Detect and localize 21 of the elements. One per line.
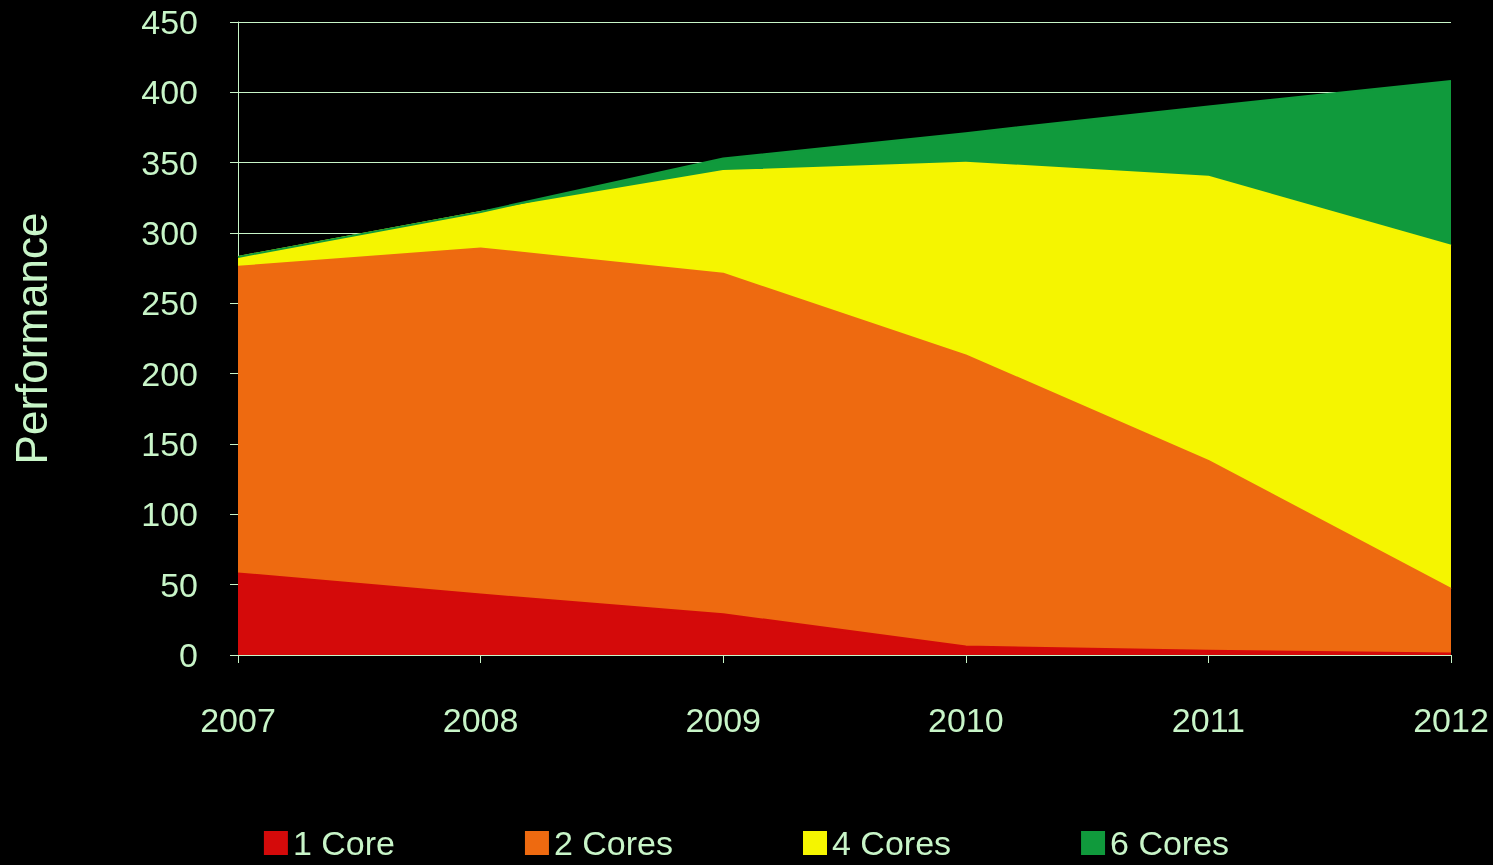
x-tick-label: 2008 [442,701,519,739]
legend-label: 4 Cores [832,824,952,862]
x-tick-label: 2009 [685,701,762,739]
legend-label: 2 Cores [553,824,674,862]
x-tick-label: 2007 [200,701,276,739]
y-axis-title: Performance [6,212,56,465]
x-tick-label: 2011 [1171,701,1245,739]
legend-label: 6 Cores [1110,824,1230,862]
y-tick-label: 250 [141,284,198,323]
y-tick-label: 450 [141,3,198,41]
y-tick-label: 150 [141,425,198,463]
x-tick-label: 2010 [927,701,1004,739]
legend-label: 1 Core [292,824,395,862]
y-tick-label: 50 [160,565,198,604]
x-tick-label: 2012 [1413,701,1489,739]
y-tick-label: 350 [141,143,198,182]
y-tick-label: 100 [141,495,198,534]
y-tick-label: 400 [141,73,198,112]
y-tick-label: 300 [141,214,198,252]
y-tick-label: 0 [179,636,198,674]
y-tick-label: 200 [141,354,198,393]
